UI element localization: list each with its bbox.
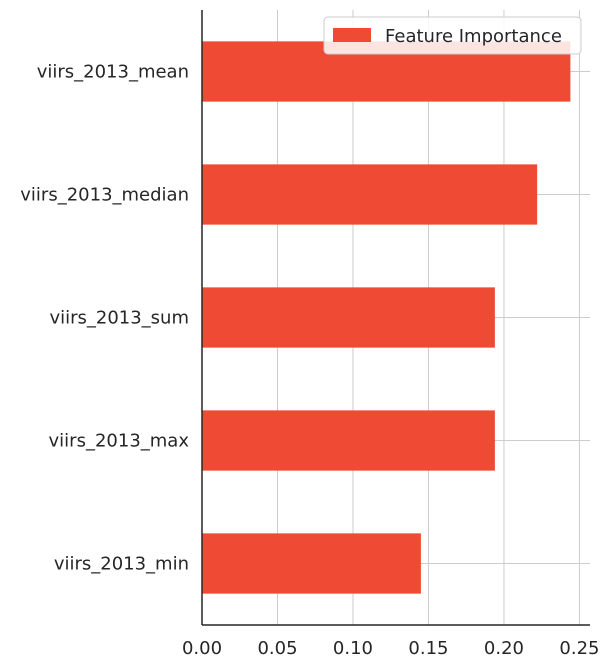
- bar-viirs_2013_median: [202, 164, 538, 225]
- bar-viirs_2013_min: [202, 533, 421, 594]
- legend-box: [323, 16, 582, 55]
- y-tick-label: viirs_2013_sum: [49, 308, 189, 329]
- y-tick-label: viirs_2013_max: [49, 431, 190, 452]
- legend-swatch: [333, 28, 371, 42]
- x-tick-label: 0.15: [408, 638, 448, 659]
- legend-label: Feature Importance: [385, 26, 562, 47]
- y-tick-label: viirs_2013_mean: [37, 62, 189, 83]
- axis-layer: [201, 10, 590, 626]
- y-tick-label: viirs_2013_min: [54, 554, 189, 575]
- x-tick-label: 0.20: [484, 638, 524, 659]
- x-tick-labels: 0.00 0.05 0.10 0.15 0.20 0.25: [182, 638, 600, 659]
- x-tick-label: 0.10: [333, 638, 373, 659]
- x-tick-label: 0.00: [182, 638, 222, 659]
- y-tick-label: viirs_2013_median: [20, 185, 189, 206]
- x-tick-label: 0.25: [559, 638, 599, 659]
- y-tick-labels: viirs_2013_mean viirs_2013_median viirs_20…: [20, 62, 189, 575]
- x-tick-label: 0.05: [257, 638, 297, 659]
- bar-viirs_2013_max: [202, 410, 495, 471]
- legend: Feature Importance: [323, 16, 582, 55]
- bar-viirs_2013_sum: [202, 287, 495, 348]
